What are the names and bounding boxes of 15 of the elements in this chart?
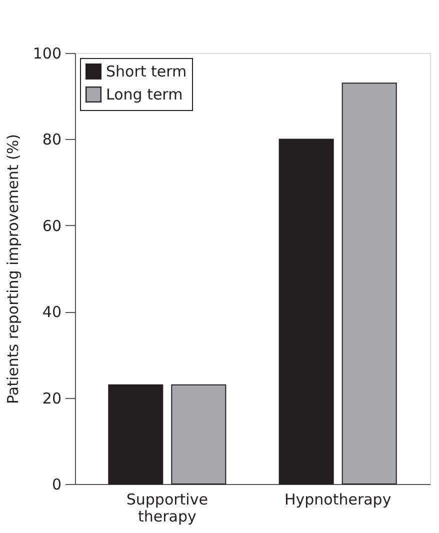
y-tick-label: 20 [42, 389, 62, 408]
bar [342, 82, 397, 484]
y-tick-label: 80 [42, 130, 62, 149]
bar [278, 138, 334, 484]
bar [171, 384, 226, 484]
y-tick-label: 100 [32, 44, 62, 62]
bar [108, 384, 164, 484]
y-tick-label: 60 [42, 216, 62, 235]
y-axis-title: Patients reporting improvement (%) [4, 134, 22, 404]
x-tick-label: Hypnotherapy [284, 490, 392, 508]
legend-label: Long term [106, 86, 183, 104]
y-tick-label: 0 [52, 476, 62, 494]
y-tick-label: 40 [42, 303, 62, 322]
x-tick-label: Supportive therapy [126, 490, 208, 526]
legend-label: Short term [106, 62, 187, 80]
